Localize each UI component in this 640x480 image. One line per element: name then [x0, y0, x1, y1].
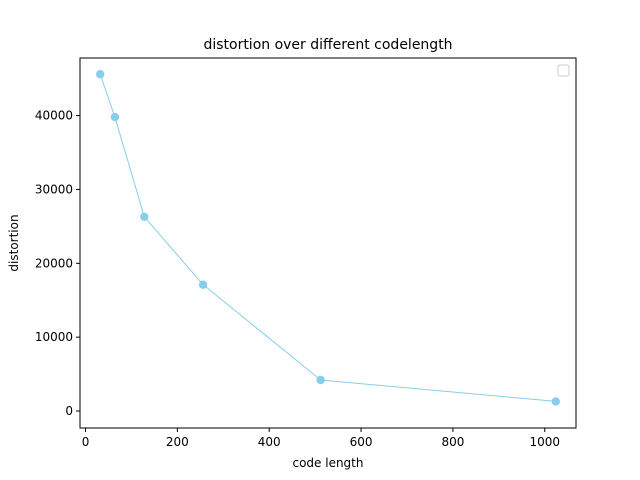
y-tick-label: 0: [65, 404, 73, 418]
x-tick-label: 600: [350, 435, 373, 449]
legend-box[interactable]: [557, 64, 570, 77]
x-tick-label: 400: [258, 435, 281, 449]
y-tick-label: 20000: [35, 256, 73, 270]
x-axis-label: code length: [292, 456, 363, 470]
series-line: [99, 74, 556, 402]
y-axis: 0 10000 20000 30000 40000: [35, 109, 80, 418]
plot-marks: [96, 70, 560, 406]
y-tick-label: 10000: [35, 330, 73, 344]
x-tick-label: 800: [441, 435, 464, 449]
x-tick-label: 1000: [529, 435, 560, 449]
data-point: [551, 397, 560, 406]
data-point: [198, 280, 208, 289]
x-axis: 0 200 400 600 800 1000: [82, 428, 560, 449]
y-tick-label: 40000: [35, 109, 73, 123]
y-tick-label: 30000: [35, 182, 73, 196]
x-tick-label: 200: [166, 435, 189, 449]
y-axis-label: distortion: [7, 214, 21, 271]
data-point: [140, 212, 149, 221]
data-point: [316, 375, 325, 385]
plot-frame: [79, 57, 577, 429]
x-tick-label: 0: [82, 435, 90, 449]
data-point: [96, 70, 105, 79]
data-point: [110, 112, 120, 122]
chart-title: distortion over different codelength: [203, 37, 452, 53]
